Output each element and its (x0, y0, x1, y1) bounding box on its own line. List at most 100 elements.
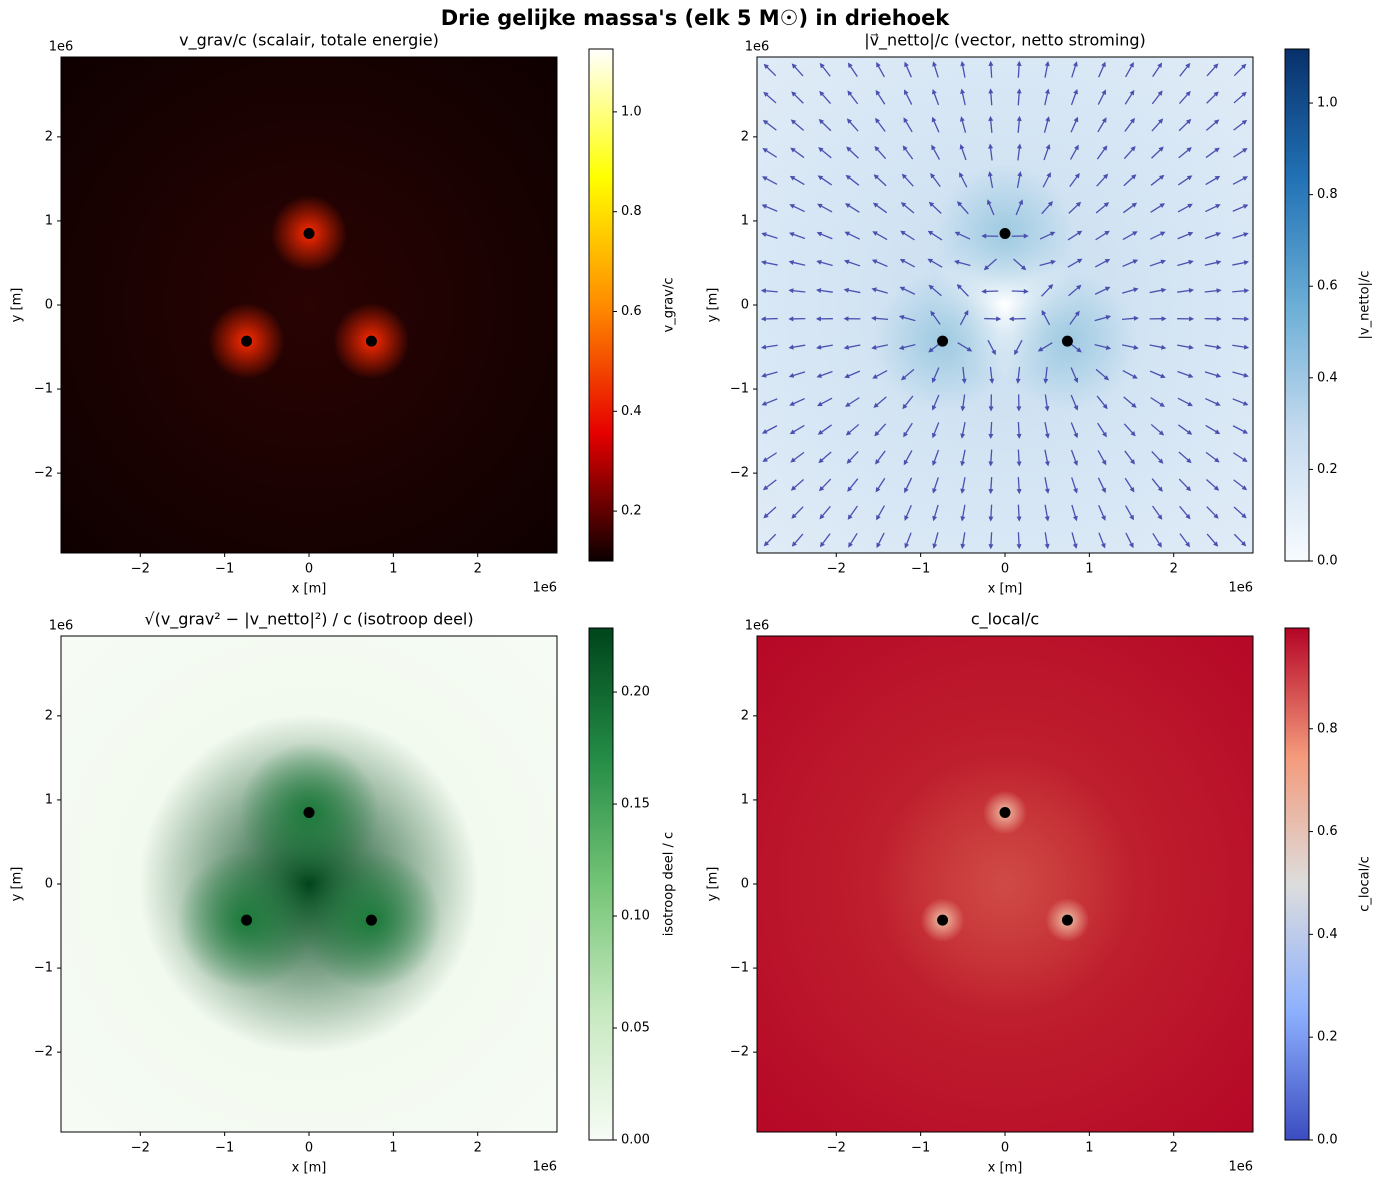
colorbar-tick-label: 0.05 (621, 1021, 650, 1036)
quiver-arrow-head (818, 147, 824, 153)
quiver-arrow-head (1044, 88, 1050, 94)
quiver-arrow (1122, 344, 1136, 349)
subplot: −2 −1 0 1 2 −2 −1 0 1 2 1e6 1e6 x [m] y [m] |v⃗_netto|… (706, 31, 1373, 597)
x-tick-label: 1 (1085, 562, 1093, 577)
quiver-arrow-head (1023, 233, 1029, 239)
quiver-arrow (1149, 232, 1164, 240)
quiver-arrow (903, 175, 914, 187)
x-tick-label: 0 (305, 562, 313, 577)
quiver-arrow-head (1101, 89, 1106, 95)
y-offset-label: 1e6 (745, 619, 770, 634)
colorbar-tick-label: 0.0 (1317, 1133, 1338, 1148)
quiver-arrow-head (1213, 541, 1219, 547)
quiver-arrow-head (1047, 283, 1054, 290)
quiver-arrow-head (819, 62, 825, 69)
quiver-arrow-head (988, 516, 994, 522)
quiver-arrow (764, 425, 778, 433)
quiver-arrow-head (1072, 543, 1078, 549)
quiver-arrow-head (760, 316, 766, 322)
quiver-arrow-head (817, 429, 824, 435)
y-tick-label: −1 (730, 382, 749, 397)
quiver-arrow-head (1159, 203, 1166, 209)
mass-point (241, 335, 253, 347)
quiver-arrow-head (903, 431, 908, 438)
quiver-arrow-head (789, 175, 796, 181)
quiver-arrow (874, 369, 888, 378)
quiver-arrow (990, 449, 993, 464)
quiver-arrow-head (1101, 117, 1107, 123)
quiver-arrow-head (816, 259, 822, 265)
quiver-arrow (1149, 260, 1164, 267)
quiver-arrow (1233, 506, 1245, 517)
quiver-arrow (1150, 176, 1163, 186)
quiver-arrow (1043, 118, 1049, 133)
quiver-arrow-head (791, 541, 797, 547)
quiver-arrow (905, 504, 912, 519)
quiver-arrow-head (960, 543, 966, 550)
quiver-arrow-head (1044, 433, 1050, 439)
heatmap (757, 636, 1253, 1132)
quiver-arrow (1178, 120, 1190, 132)
quiver-arrow (1232, 289, 1247, 293)
quiver-arrow-head (1073, 460, 1078, 466)
quiver-arrow-head (1016, 406, 1022, 412)
quiver-arrow (848, 505, 858, 518)
quiver-arrow-head (1105, 315, 1112, 320)
colorbar-tick-label: 0.2 (1317, 462, 1338, 477)
quiver-arrow (1017, 146, 1021, 161)
quiver-arrow-head (1158, 146, 1164, 152)
quiver-arrow (1178, 424, 1191, 434)
quiver-arrow (904, 119, 913, 133)
quiver-arrow (1071, 63, 1077, 78)
quiver-arrow (874, 344, 888, 349)
quiver-arrow-head (1129, 89, 1135, 96)
x-offset-label: 1e6 (532, 581, 557, 596)
quiver-arrow (956, 261, 971, 267)
quiver-arrow-head (1242, 429, 1249, 434)
quiver-arrow-head (816, 373, 823, 378)
quiver-arrow-head (1100, 542, 1106, 549)
x-tick-label: −1 (215, 1141, 234, 1156)
quiver-arrow (961, 422, 966, 436)
quiver-arrow-head (928, 284, 934, 290)
quiver-arrow-head (1132, 231, 1138, 236)
colorbar-tick-label: 0.8 (621, 204, 642, 219)
quiver-arrow (1041, 202, 1052, 215)
quiver-arrow (1233, 121, 1246, 131)
quiver-arrow-head (1214, 147, 1220, 153)
quiver-arrow (764, 177, 778, 185)
x-tick-label: −2 (131, 562, 150, 577)
x-tick-label: 2 (474, 562, 482, 577)
quiver-arrow (1152, 64, 1161, 77)
x-tick-label: 1 (389, 1141, 397, 1156)
colorbar-tick-label: 0.4 (1317, 927, 1338, 942)
quiver-arrow (1070, 119, 1078, 133)
quiver-arrow-head (987, 171, 993, 177)
quiver-arrow (1097, 119, 1106, 133)
quiver-arrow-head (818, 118, 825, 125)
quiver-arrow (1124, 477, 1134, 491)
quiver-arrow (1205, 451, 1218, 462)
quiver-arrow (764, 205, 778, 212)
quiver-arrow (763, 289, 778, 293)
quiver-arrow-head (1074, 172, 1080, 179)
quiver-arrow (874, 288, 888, 294)
quiver-arrow (876, 477, 886, 491)
quiver-arrow (763, 344, 778, 349)
quiver-arrow-head (931, 405, 937, 411)
quiver-arrow-head (763, 541, 770, 547)
quiver-arrow (962, 394, 966, 409)
quiver-arrow (1179, 505, 1190, 518)
quiver-arrow-head (1016, 143, 1022, 149)
quiver-arrow-head (847, 514, 853, 520)
quiver-arrow (820, 478, 832, 490)
x-axis-label: x [m] (988, 582, 1023, 597)
quiver-arrow-head (876, 514, 881, 521)
quiver-arrow-head (1241, 63, 1247, 70)
x-tick-label: 1 (389, 562, 397, 577)
quiver-arrow-head (875, 117, 881, 124)
quiver-arrow-head (1073, 116, 1079, 123)
quiver-arrow-head (988, 433, 994, 439)
quiver-arrow-head (871, 344, 877, 350)
quiver-arrow-head (873, 174, 879, 180)
